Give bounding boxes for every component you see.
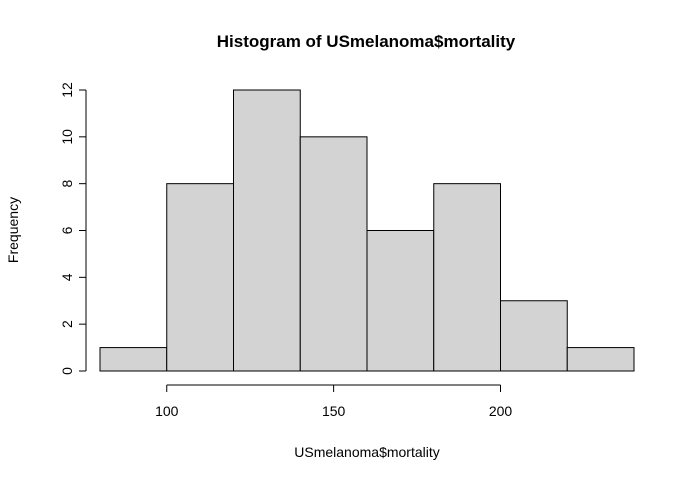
y-tick-label-2: 2 bbox=[59, 320, 75, 328]
y-tick-label-4: 4 bbox=[59, 273, 75, 281]
y-axis-label: Frequency bbox=[5, 197, 21, 263]
x-axis-label: USmelanoma$mortality bbox=[294, 444, 440, 460]
histogram-bar-120-140 bbox=[233, 89, 301, 372]
x-tick-label-150: 150 bbox=[322, 403, 346, 419]
y-tick-label-6: 6 bbox=[59, 226, 75, 234]
y-tick-label-0: 0 bbox=[59, 367, 75, 375]
histogram-bar-100-120 bbox=[166, 183, 234, 372]
x-axis: 100 150 200 bbox=[155, 384, 513, 419]
chart-title: Histogram of USmelanoma$mortality bbox=[217, 32, 516, 51]
x-tick-label-100: 100 bbox=[155, 403, 179, 419]
y-tick-label-8: 8 bbox=[59, 180, 75, 188]
histogram-bar-200-220 bbox=[500, 300, 568, 372]
y-tick-label-12: 12 bbox=[59, 82, 75, 98]
histogram-bar-140-160 bbox=[299, 136, 368, 372]
bars-group bbox=[99, 89, 635, 372]
y-axis: 0 2 4 6 8 10 12 bbox=[59, 82, 87, 375]
histogram-bar-180-200 bbox=[433, 183, 501, 372]
y-tick-label-10: 10 bbox=[59, 129, 75, 145]
histogram-bar-80-100 bbox=[99, 347, 168, 372]
x-tick-label-200: 200 bbox=[489, 403, 513, 419]
histogram-bar-160-180 bbox=[366, 230, 435, 372]
histogram-bar-220-240 bbox=[566, 347, 635, 372]
